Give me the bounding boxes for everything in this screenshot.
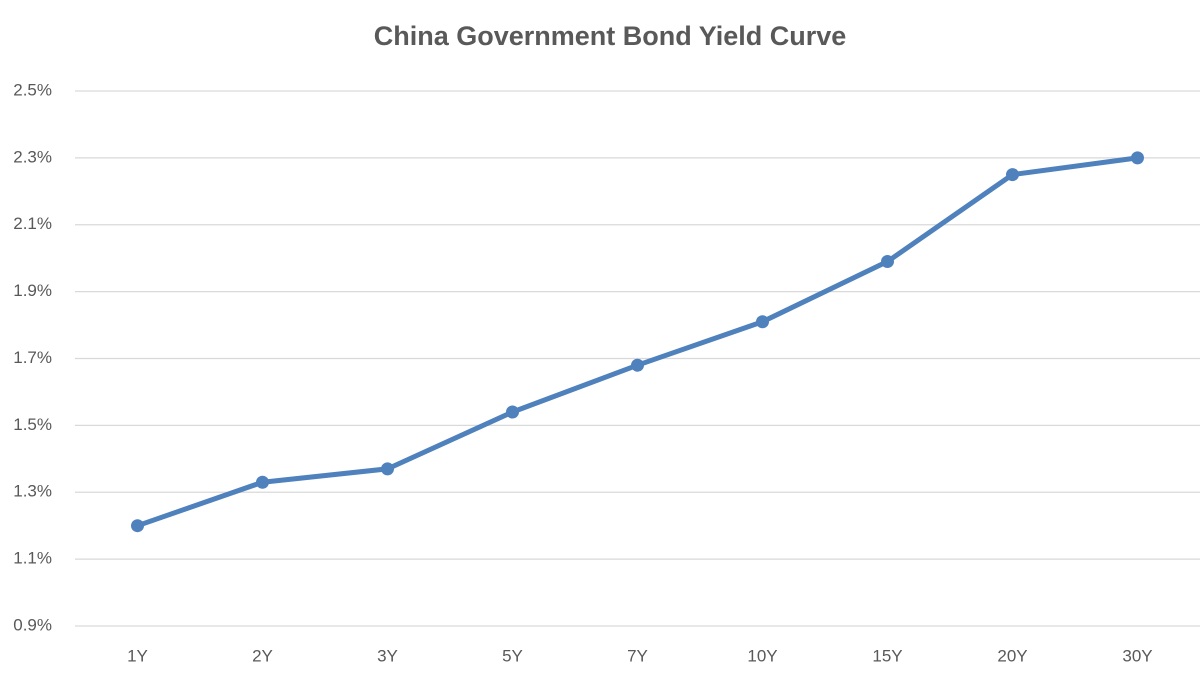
x-tick-label: 5Y xyxy=(502,646,523,665)
y-tick-label: 1.1% xyxy=(13,549,52,568)
data-line xyxy=(136,155,1138,529)
y-tick-label: 2.3% xyxy=(13,147,52,166)
data-point xyxy=(131,519,144,533)
x-tick-label: 20Y xyxy=(997,646,1027,665)
data-point xyxy=(881,255,894,269)
data-point xyxy=(381,462,394,476)
y-tick-label: 2.5% xyxy=(13,80,52,99)
data-point xyxy=(631,358,644,372)
x-tick-label: 10Y xyxy=(747,646,777,665)
y-tick-label: 2.1% xyxy=(13,214,52,233)
y-tick-label: 1.9% xyxy=(13,281,52,300)
data-point xyxy=(1006,168,1019,182)
data-point xyxy=(506,405,519,419)
y-tick-label: 0.9% xyxy=(13,615,52,634)
x-tick-label: 2Y xyxy=(252,646,273,665)
x-tick-label: 7Y xyxy=(627,646,648,665)
y-tick-label: 1.3% xyxy=(13,482,52,501)
chart-title: China Government Bond Yield Curve xyxy=(374,21,847,51)
x-tick-label: 30Y xyxy=(1122,646,1152,665)
data-point xyxy=(756,315,769,329)
data-point xyxy=(1131,151,1144,165)
x-tick-label: 15Y xyxy=(872,646,902,665)
data-point xyxy=(256,475,269,489)
x-tick-label: 3Y xyxy=(377,646,398,665)
x-tick-label: 1Y xyxy=(127,646,148,665)
y-tick-label: 1.5% xyxy=(13,415,52,434)
y-tick-label: 1.7% xyxy=(13,348,52,367)
